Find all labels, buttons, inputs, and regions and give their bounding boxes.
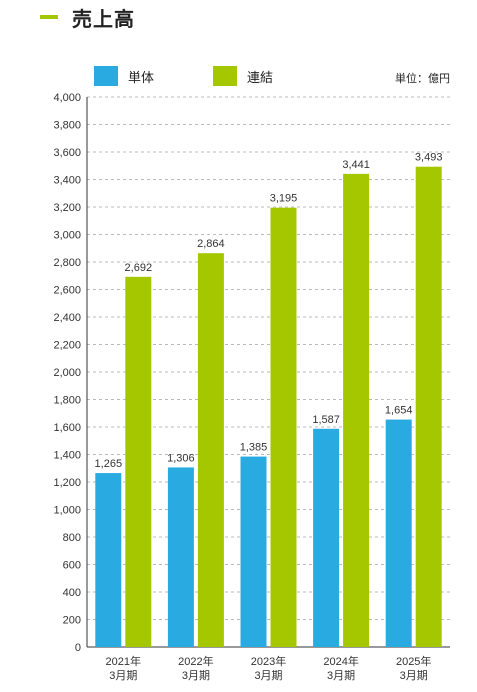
y-tick-label: 3,200 (53, 202, 81, 214)
x-category-label: 3月期 (327, 669, 355, 682)
data-label: 3,493 (415, 152, 443, 164)
bar-renketsu (125, 276, 152, 647)
x-category-label: 2023年 (251, 654, 286, 668)
bar-renketsu (197, 253, 224, 647)
legend-label-tanntai: 単体 (128, 69, 155, 85)
data-label: 1,587 (312, 414, 340, 426)
x-category-label: 2024年 (323, 654, 358, 668)
y-tick-label: 200 (63, 615, 81, 627)
bar-tanntai (167, 467, 194, 647)
y-tick-label: 1,400 (53, 450, 81, 462)
bar-renketsu (270, 207, 297, 647)
header-accent-bar (40, 15, 58, 19)
x-category-label: 2021年 (106, 654, 141, 668)
y-tick-label: 1,200 (53, 477, 81, 489)
x-category-label: 3月期 (182, 669, 210, 682)
data-label: 1,306 (167, 452, 195, 464)
data-label: 1,385 (240, 442, 268, 454)
x-category-label: 2022年 (178, 654, 213, 668)
data-label: 1,265 (95, 458, 123, 470)
y-tick-label: 3,600 (53, 147, 81, 159)
legend-swatch-renketsu (213, 66, 237, 86)
y-tick-label: 1,600 (53, 422, 81, 434)
legend-swatch-tanntai (94, 66, 118, 86)
y-tick-label: 3,800 (53, 120, 81, 132)
data-label: 1,654 (385, 405, 413, 417)
y-tick-label: 3,000 (53, 230, 81, 242)
x-category-label: 2025年 (396, 654, 431, 668)
chart-legend: 単体 連結 (0, 66, 477, 88)
y-tick-label: 1,000 (53, 505, 81, 517)
y-tick-label: 1,800 (53, 395, 81, 407)
y-tick-label: 2,600 (53, 285, 81, 297)
data-label: 2,692 (125, 262, 153, 274)
data-label: 3,441 (342, 159, 370, 171)
y-tick-label: 2,400 (53, 312, 81, 324)
y-tick-label: 400 (63, 587, 81, 599)
y-tick-label: 800 (63, 532, 81, 544)
bar-renketsu (415, 166, 442, 647)
y-tick-label: 2,200 (53, 340, 81, 352)
x-category-label: 3月期 (109, 669, 137, 682)
x-category-label: 3月期 (400, 669, 428, 682)
bar-tanntai (313, 428, 340, 647)
legend-item-renketsu: 連結 (213, 66, 273, 86)
data-label: 3,195 (270, 193, 298, 205)
legend-label-renketsu: 連結 (247, 69, 274, 85)
page-title: 売上高 (72, 8, 135, 31)
y-tick-label: 2,000 (53, 367, 81, 379)
bar-renketsu (343, 173, 370, 648)
data-label: 2,864 (197, 238, 225, 250)
y-tick-label: 2,800 (53, 257, 81, 269)
section-header: 売上高 (40, 4, 135, 31)
y-tick-label: 3,400 (53, 175, 81, 187)
bar-tanntai (385, 419, 412, 647)
bar-tanntai (95, 473, 122, 647)
legend-item-tanntai: 単体 (94, 66, 154, 86)
y-tick-label: 600 (63, 560, 81, 572)
unit-label: 単位：億円 (395, 73, 450, 85)
x-category-label: 3月期 (254, 669, 282, 682)
bar-tanntai (240, 456, 267, 647)
y-tick-label: 0 (75, 642, 81, 654)
y-tick-label: 4,000 (53, 92, 81, 104)
